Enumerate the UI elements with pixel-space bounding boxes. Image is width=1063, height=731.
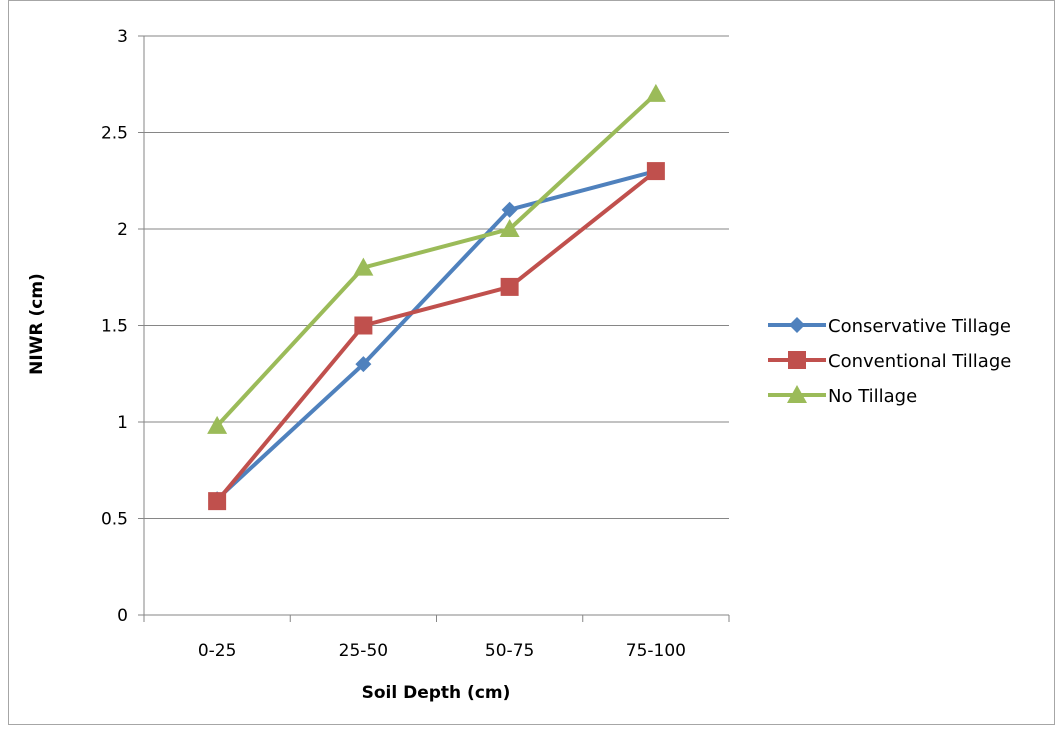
legend-marker bbox=[788, 351, 806, 369]
chart-frame bbox=[8, 0, 1055, 725]
legend: Conservative Tillage Conventional Tillage… bbox=[768, 316, 1011, 407]
series-conservative-tillage bbox=[209, 163, 664, 508]
data-point bbox=[208, 492, 227, 511]
series-lines bbox=[207, 83, 666, 511]
data-point bbox=[355, 356, 372, 373]
y-tick-label: 0.5 bbox=[101, 510, 128, 530]
legend-item: Conventional Tillage bbox=[768, 351, 1011, 372]
y-tick-label: 0 bbox=[117, 606, 128, 626]
legend-marker bbox=[787, 385, 807, 403]
legend-item: No Tillage bbox=[768, 385, 917, 407]
x-tick-labels: 0-25 25-50 50-75 75-100 bbox=[198, 641, 686, 661]
x-tick-label: 0-25 bbox=[198, 641, 237, 661]
legend-item: Conservative Tillage bbox=[768, 316, 1011, 337]
y-axis-title: NIWR (cm) bbox=[27, 273, 47, 375]
data-point bbox=[353, 257, 374, 276]
x-tick-label: 25-50 bbox=[339, 641, 388, 661]
axes bbox=[138, 35, 730, 622]
y-tick-label: 3 bbox=[117, 27, 128, 47]
y-tick-label: 2 bbox=[117, 220, 128, 240]
legend-marker bbox=[789, 317, 805, 333]
data-point bbox=[207, 415, 228, 434]
y-tick-label: 2.5 bbox=[101, 124, 128, 144]
data-point bbox=[645, 83, 666, 102]
x-tick-label: 75-100 bbox=[626, 641, 686, 661]
legend-label: No Tillage bbox=[828, 386, 917, 407]
series-no-tillage bbox=[207, 83, 666, 434]
series-conventional-tillage bbox=[208, 162, 665, 511]
series-line bbox=[215, 169, 657, 501]
x-tick-label: 50-75 bbox=[485, 641, 534, 661]
legend-label: Conservative Tillage bbox=[828, 316, 1011, 337]
y-tick-labels: 0 0.5 1 1.5 2 2.5 3 bbox=[101, 27, 128, 626]
data-point bbox=[499, 219, 520, 237]
legend-label: Conventional Tillage bbox=[828, 351, 1011, 372]
y-tick-label: 1 bbox=[117, 413, 128, 433]
data-point bbox=[646, 162, 665, 181]
data-point bbox=[501, 201, 518, 218]
x-axis-title: Soil Depth (cm) bbox=[362, 683, 511, 703]
data-point bbox=[500, 277, 519, 296]
series-line bbox=[215, 169, 658, 503]
y-tick-label: 1.5 bbox=[101, 317, 128, 337]
series-line bbox=[215, 92, 658, 428]
gridlines bbox=[144, 35, 729, 519]
data-point bbox=[354, 316, 373, 335]
